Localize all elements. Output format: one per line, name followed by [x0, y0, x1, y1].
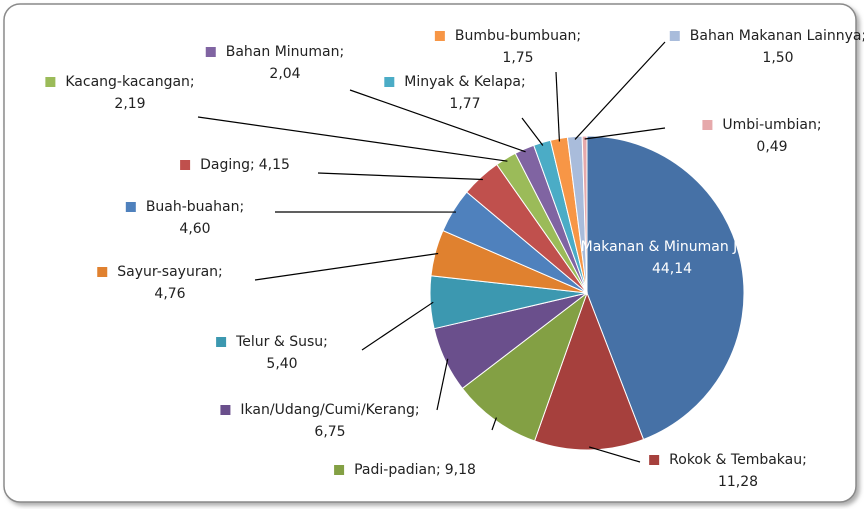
label-value: 4,15 [259, 157, 290, 173]
leader-line [555, 71, 561, 142]
label-value: 11,28 [718, 474, 758, 490]
label-value: 0,49 [756, 139, 787, 155]
label-value: 4,76 [154, 286, 185, 302]
label-value: 4,60 [179, 221, 210, 237]
label-value: 2,04 [269, 66, 300, 82]
label-name: Daging [200, 157, 250, 173]
label-swatch [334, 465, 345, 475]
leader-line [436, 358, 449, 411]
pie-slice [581, 135, 588, 294]
label-swatch [125, 202, 136, 212]
data-label: Ikan/Udang/Cumi/Kerang ; 6,75 [220, 402, 420, 440]
leader-line [584, 127, 666, 140]
label-value: 6,75 [314, 424, 345, 440]
label-value: 5,40 [266, 356, 297, 372]
data-label: Buah-buahan ; 4,60 [125, 199, 244, 237]
label-separator: ; [323, 334, 328, 350]
label-name: Sayur-sayuran [117, 264, 218, 280]
label-value: 1,50 [762, 50, 793, 66]
label-separator: ; [802, 452, 807, 468]
labels: Makanan & Minuman Jadi ; 44,14 Rokok & Temb… [45, 28, 864, 490]
data-label: Minyak & Kelapa ; 1,77 [384, 74, 526, 112]
label-name: Bahan Minuman [226, 44, 340, 60]
label-name: Bahan Makanan Lainnya [690, 28, 862, 44]
leader-line [361, 301, 434, 351]
label-swatch [702, 120, 713, 130]
data-label: Umbi-umbian ; 0,49 [702, 117, 822, 155]
label-value: 1,77 [449, 96, 480, 112]
data-label: Sayur-sayuran ; 4,76 [97, 264, 223, 302]
label-swatch [669, 31, 680, 41]
data-label: Padi-padian; 9,18 [334, 462, 476, 478]
data-label: Rokok & Tembakau ; 11,28 [649, 452, 807, 490]
label-separator: ; [340, 44, 345, 60]
label-swatch [220, 405, 231, 415]
label-separator: ; [521, 74, 526, 90]
label-name: Ikan/Udang/Cumi/Kerang [240, 402, 414, 418]
data-label: Daging; 4,15 [180, 157, 290, 173]
label-swatch [216, 337, 227, 347]
data-label: Bahan Makanan Lainnya; 1,50 [669, 28, 864, 66]
leader-line [349, 89, 526, 153]
label-value: 44,14 [652, 261, 692, 277]
pie-slice [533, 291, 645, 451]
data-label: Makanan & Minuman Jadi ; 44,14 [581, 239, 764, 277]
label-swatch [649, 455, 660, 465]
label-name: Buah-buahan [146, 199, 240, 215]
label-name: Bumbu-bumbuan [455, 28, 577, 44]
leader-line [197, 116, 508, 162]
leader-line [521, 117, 544, 146]
label-value: 2,19 [114, 96, 145, 112]
label-separator: ; [218, 264, 223, 280]
label-name: Makanan & Minuman Jadi [581, 239, 759, 255]
label-separator: ; [436, 462, 441, 478]
label-name: Kacang-kacangan [65, 74, 190, 90]
label-value: 1,75 [502, 50, 533, 66]
label-swatch [45, 77, 56, 87]
label-name: Minyak & Kelapa [404, 74, 521, 90]
label-separator: ; [415, 402, 420, 418]
label-separator: ; [862, 28, 864, 44]
label-value: 9,18 [445, 462, 476, 478]
data-label: Bahan Minuman ; 2,04 [205, 44, 345, 82]
label-swatch [384, 77, 395, 87]
pie-slice [461, 291, 589, 442]
data-label: Telur & Susu ; 5,40 [216, 334, 328, 372]
leader-line [491, 417, 497, 431]
leader-line [588, 446, 641, 463]
data-label: Kacang-kacangan ; 2,19 [45, 74, 195, 112]
label-name: Padi-padian [354, 462, 436, 478]
label-separator: ; [576, 28, 581, 44]
data-label: Bumbu-bumbuan ; 1,75 [434, 28, 581, 66]
pie-slice [586, 135, 745, 441]
label-swatch [180, 160, 191, 170]
label-name: Rokok & Tembakau [669, 452, 802, 468]
leader-line [317, 172, 483, 181]
label-swatch [434, 31, 445, 41]
label-swatch [97, 267, 108, 277]
leader-line [254, 252, 439, 281]
label-separator: ; [759, 239, 764, 255]
label-swatch [205, 47, 216, 57]
label-separator: ; [250, 157, 255, 173]
label-separator: ; [190, 74, 195, 90]
label-name: Telur & Susu [235, 334, 323, 350]
slices [429, 135, 745, 451]
label-separator: ; [239, 199, 244, 215]
label-separator: ; [817, 117, 822, 133]
label-name: Umbi-umbian [722, 117, 816, 133]
leader-line [574, 41, 666, 140]
